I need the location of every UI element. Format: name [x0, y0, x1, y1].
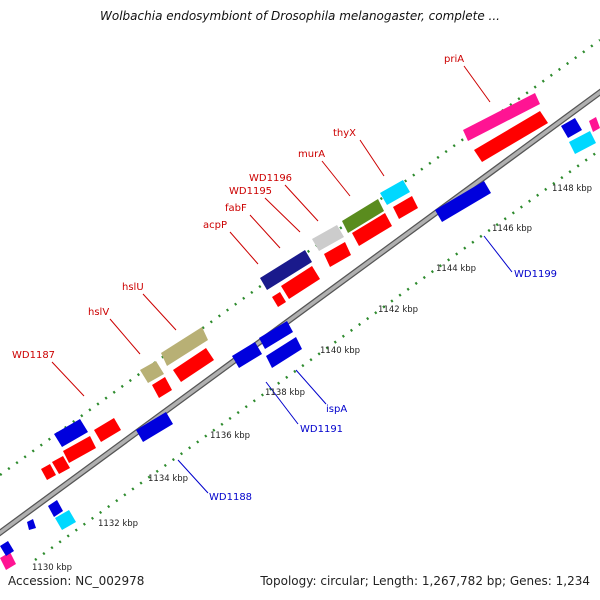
label-leader-line — [284, 184, 319, 222]
ruler-tick-label: 1140 kbp — [320, 346, 360, 356]
ruler-tick-label: 1138 kbp — [265, 388, 305, 398]
feature-gene[interactable] — [380, 180, 410, 205]
feature-gene[interactable] — [232, 342, 262, 368]
ruler-tick-label: 1136 kbp — [210, 431, 250, 441]
feature-gene[interactable] — [272, 292, 286, 307]
feature-gene[interactable] — [259, 321, 293, 349]
tick-labels: 1130 kbp 1132 kbp 1134 kbp 1136 kbp 1138 kbp… — [32, 184, 592, 573]
gene-label[interactable]: WD1188 — [209, 492, 252, 503]
ruler-tick-label: 1132 kbp — [98, 519, 138, 529]
feature-gene[interactable] — [281, 266, 320, 299]
feature-gene[interactable] — [140, 361, 164, 383]
label-leader-line — [249, 214, 281, 249]
label-leader-line — [51, 361, 85, 397]
feature-gene[interactable] — [27, 519, 36, 530]
gene-label[interactable]: WD1195 — [229, 186, 272, 197]
feature-gene[interactable] — [266, 337, 302, 368]
gene-label[interactable]: fabF — [225, 203, 247, 214]
map-title: Wolbachia endosymbiont of Drosophila mel… — [100, 9, 500, 23]
gene-label[interactable]: murA — [298, 149, 325, 160]
label-leader-line — [321, 160, 351, 197]
feature-gene[interactable] — [312, 225, 344, 251]
feature-gene[interactable] — [161, 327, 208, 366]
label-leader-line — [229, 231, 259, 265]
feature-gene[interactable] — [463, 93, 540, 141]
feature-gene[interactable] — [352, 213, 392, 246]
gene-label[interactable]: priA — [444, 54, 464, 65]
gene-label[interactable]: WD1199 — [514, 269, 557, 280]
label-leader-line — [264, 197, 301, 233]
gene-label[interactable]: WD1187 — [12, 350, 55, 361]
gene-label[interactable]: ispA — [326, 404, 347, 415]
ruler-tick-label: 1130 kbp — [32, 563, 72, 573]
feature-gene[interactable] — [173, 348, 214, 382]
label-leader-line — [463, 65, 491, 103]
gene-label[interactable]: thyX — [333, 128, 356, 139]
ruler-tick-label: 1146 kbp — [492, 224, 532, 234]
ruler-tick-label: 1144 kbp — [436, 264, 476, 274]
feature-gene[interactable] — [324, 242, 351, 267]
feature-gene[interactable] — [435, 181, 491, 222]
genome-stats-label: Topology: circular; Length: 1,267,782 bp… — [260, 574, 590, 588]
feature-gene[interactable] — [48, 500, 63, 517]
label-leaders — [51, 65, 513, 494]
label-leader-line — [177, 459, 209, 494]
feature-gene[interactable] — [474, 111, 548, 162]
gene-label[interactable]: hslV — [88, 307, 109, 318]
feature-gene[interactable] — [52, 456, 70, 474]
feature-gene[interactable] — [0, 541, 14, 556]
feature-gene[interactable] — [260, 250, 312, 290]
feature-gene[interactable] — [136, 412, 173, 442]
feature-gene[interactable] — [54, 419, 88, 447]
accession-label: Accession: NC_002978 — [8, 574, 145, 588]
feature-gene[interactable] — [152, 377, 172, 398]
feature-gene[interactable] — [0, 552, 16, 570]
feature-gene[interactable] — [94, 418, 121, 442]
feature-gene[interactable] — [55, 510, 76, 530]
ruler-tick-label: 1148 kbp — [552, 184, 592, 194]
ruler-tick-label: 1134 kbp — [148, 474, 188, 484]
label-leader-line — [109, 318, 141, 355]
feature-gene[interactable] — [41, 464, 56, 480]
gene-label[interactable]: hslU — [122, 282, 144, 293]
feature-gene[interactable] — [589, 117, 600, 132]
gene-label[interactable]: WD1196 — [249, 173, 292, 184]
label-leader-line — [142, 293, 177, 331]
feature-gene[interactable] — [569, 131, 596, 154]
feature-gene[interactable] — [342, 199, 384, 233]
label-leader-line — [359, 139, 385, 177]
feature-gene[interactable] — [63, 436, 96, 463]
feature-gene[interactable] — [561, 118, 582, 138]
label-leader-line — [265, 381, 299, 425]
gene-label[interactable]: acpP — [203, 220, 227, 231]
ruler-tick-label: 1142 kbp — [378, 305, 418, 315]
gene-label[interactable]: WD1191 — [300, 424, 343, 435]
gene-labels[interactable]: priA thyX murA WD1196 WD1195 fabF acpP hslU hslV… — [12, 54, 557, 503]
feature-gene[interactable] — [393, 196, 418, 219]
label-leader-line — [295, 369, 327, 405]
feature-layer[interactable] — [0, 93, 600, 570]
label-leader-line — [483, 235, 513, 273]
genome-backbone — [0, 88, 600, 537]
ruler-inner-dots — [34, 148, 600, 562]
